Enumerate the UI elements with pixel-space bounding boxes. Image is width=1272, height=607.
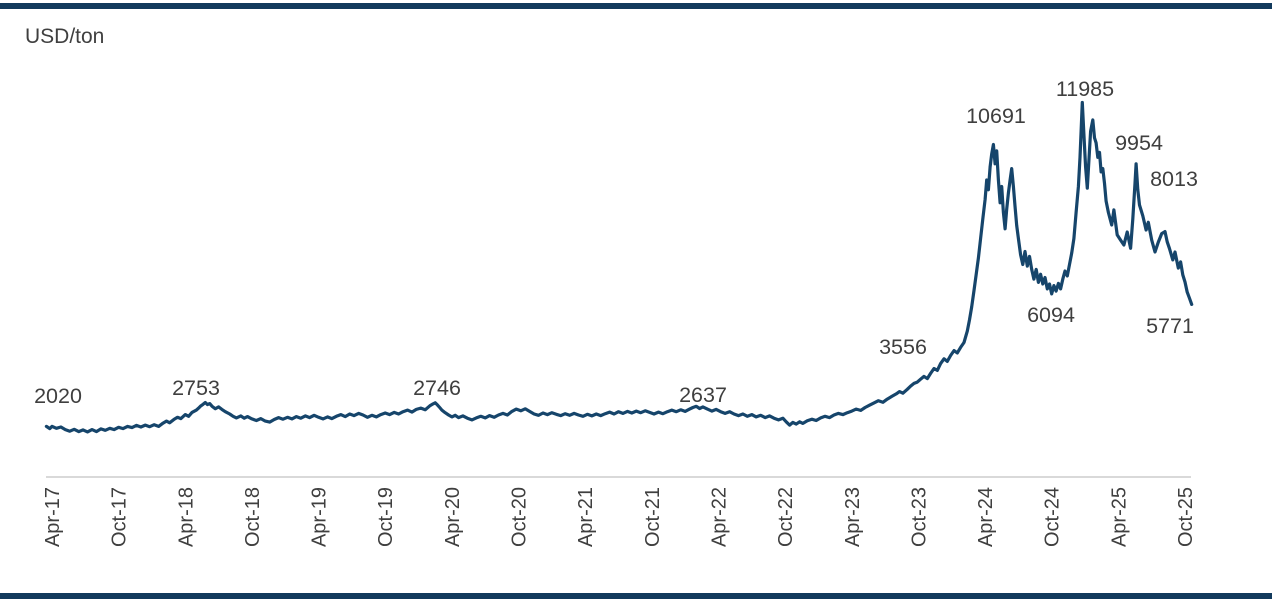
point-annotation: 2753 [172,376,220,400]
point-annotation: 8013 [1150,167,1198,191]
point-annotation: 2746 [413,376,461,400]
x-tick-label: Oct-20 [509,487,531,547]
price-line-series [44,100,1194,434]
point-annotation: 6094 [1027,303,1075,327]
point-annotation: 10691 [966,104,1026,128]
point-annotation: 11985 [1056,77,1114,101]
x-tick-label: Apr-21 [575,487,597,547]
x-tick-label: Apr-24 [975,487,997,547]
x-tick-label: Oct-19 [375,487,397,547]
x-tick-label: Apr-23 [842,487,864,547]
point-annotation: 9954 [1115,131,1163,155]
x-tick-label: Oct-22 [775,487,797,547]
x-tick-label: Oct-17 [109,487,131,547]
x-tick-label: Apr-18 [175,487,197,547]
x-tick-label: Oct-24 [1042,487,1064,547]
point-annotation: 3556 [879,335,927,359]
x-tick-label: Apr-22 [708,487,730,547]
x-tick-label: Oct-18 [242,487,264,547]
point-annotation: 5771 [1146,314,1194,338]
x-tick-label: Apr-17 [42,487,64,547]
x-tick-label: Oct-25 [1175,487,1197,547]
x-tick-label: Apr-19 [309,487,331,547]
x-tick-label: Oct-23 [908,487,930,547]
top-border-line [0,3,1272,9]
point-annotation: 2020 [34,384,82,408]
x-tick-label: Oct-21 [642,487,664,547]
bottom-border-line [0,593,1272,599]
axis-unit-label: USD/ton [25,25,105,48]
x-tick-label: Apr-20 [442,487,464,547]
x-tick-label: Apr-25 [1108,487,1130,547]
point-annotation: 2637 [679,383,727,407]
